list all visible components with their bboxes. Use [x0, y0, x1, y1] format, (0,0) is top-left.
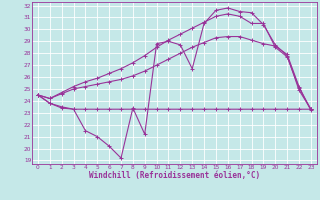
X-axis label: Windchill (Refroidissement éolien,°C): Windchill (Refroidissement éolien,°C): [89, 171, 260, 180]
